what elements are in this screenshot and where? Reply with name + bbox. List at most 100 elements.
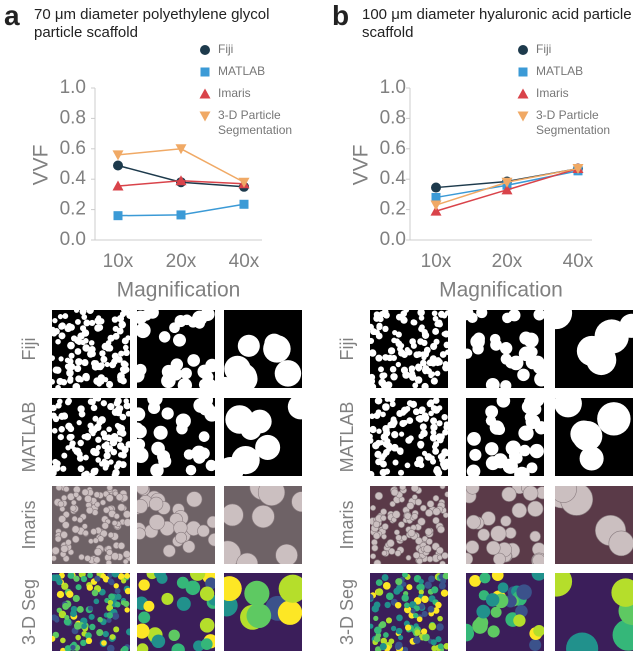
particle (105, 346, 111, 352)
particle (205, 358, 215, 373)
particle (420, 429, 428, 438)
particle (408, 373, 417, 381)
particle (387, 347, 396, 355)
particle (518, 425, 534, 441)
particle (566, 632, 599, 651)
x-tick-label: 10x (421, 251, 452, 272)
particle (437, 525, 445, 534)
particle (370, 337, 375, 345)
particle (113, 463, 121, 470)
particle (101, 434, 108, 441)
particle (105, 559, 112, 564)
marker (430, 205, 442, 216)
particle (398, 521, 405, 528)
particle (137, 322, 151, 339)
marker (430, 200, 442, 211)
particle (419, 423, 427, 431)
marker (501, 184, 513, 195)
particle (394, 549, 402, 557)
particle (111, 573, 120, 578)
particle (404, 602, 410, 609)
image (224, 398, 302, 476)
y-tick-label: 0.0 (60, 229, 86, 250)
particle (373, 626, 382, 635)
particle (401, 351, 408, 358)
particle (422, 365, 430, 372)
particle (75, 634, 81, 641)
particle (403, 310, 410, 313)
particle (373, 615, 379, 621)
particle (71, 535, 80, 544)
particle (496, 398, 511, 408)
image (466, 398, 544, 476)
particle (185, 464, 197, 476)
y-tick-label: 0.2 (380, 199, 406, 220)
particle (382, 325, 389, 333)
particle (104, 441, 110, 447)
particle (373, 532, 381, 540)
legend-label: Imaris (536, 86, 569, 100)
particle (69, 440, 76, 447)
particle (125, 628, 130, 636)
particle (73, 575, 80, 582)
particle (423, 544, 432, 554)
particle (90, 528, 98, 536)
particle (424, 581, 432, 589)
particle (395, 331, 402, 338)
particle (52, 412, 57, 419)
legend-label: MATLAB (218, 64, 266, 78)
particle (137, 438, 146, 451)
particle (390, 488, 399, 497)
particle (501, 486, 517, 502)
particle (231, 445, 260, 475)
particle (440, 589, 448, 597)
particle (79, 310, 87, 316)
particle (92, 415, 99, 422)
particle (390, 443, 399, 452)
particle (100, 400, 107, 407)
particle (185, 580, 201, 596)
particle (431, 310, 438, 317)
particle (402, 573, 408, 578)
particle (529, 638, 542, 651)
particle (433, 465, 441, 473)
image (370, 573, 448, 651)
particle (380, 514, 387, 522)
particle (56, 377, 64, 385)
particle (420, 628, 428, 635)
panel-label: a (4, 0, 20, 31)
particle (389, 401, 396, 408)
y-tick-label: 0.4 (380, 168, 407, 189)
particle (137, 623, 150, 639)
particle (173, 333, 186, 347)
particle (95, 398, 102, 402)
particle (224, 503, 244, 527)
particle (85, 506, 94, 515)
particle (106, 612, 114, 619)
particle (437, 643, 444, 650)
particle (100, 573, 107, 579)
particle (485, 415, 497, 426)
particle (197, 524, 210, 538)
particle (170, 358, 184, 371)
particle (123, 518, 130, 527)
image (137, 310, 215, 388)
particle (119, 413, 127, 421)
particle (54, 366, 62, 374)
particle (391, 337, 397, 344)
particle (52, 355, 55, 361)
particle (205, 459, 215, 472)
particle (444, 349, 448, 355)
particle (109, 361, 117, 369)
particle (555, 486, 577, 503)
marker (175, 175, 187, 186)
marker (517, 111, 529, 122)
chart-title: 100 μm diameter hyaluronic acid particle… (362, 6, 632, 41)
particle (531, 573, 544, 581)
particle (75, 375, 83, 383)
particle (529, 530, 541, 543)
particle (381, 550, 388, 557)
particle (489, 333, 501, 345)
particle (62, 313, 69, 319)
particle (88, 340, 95, 346)
